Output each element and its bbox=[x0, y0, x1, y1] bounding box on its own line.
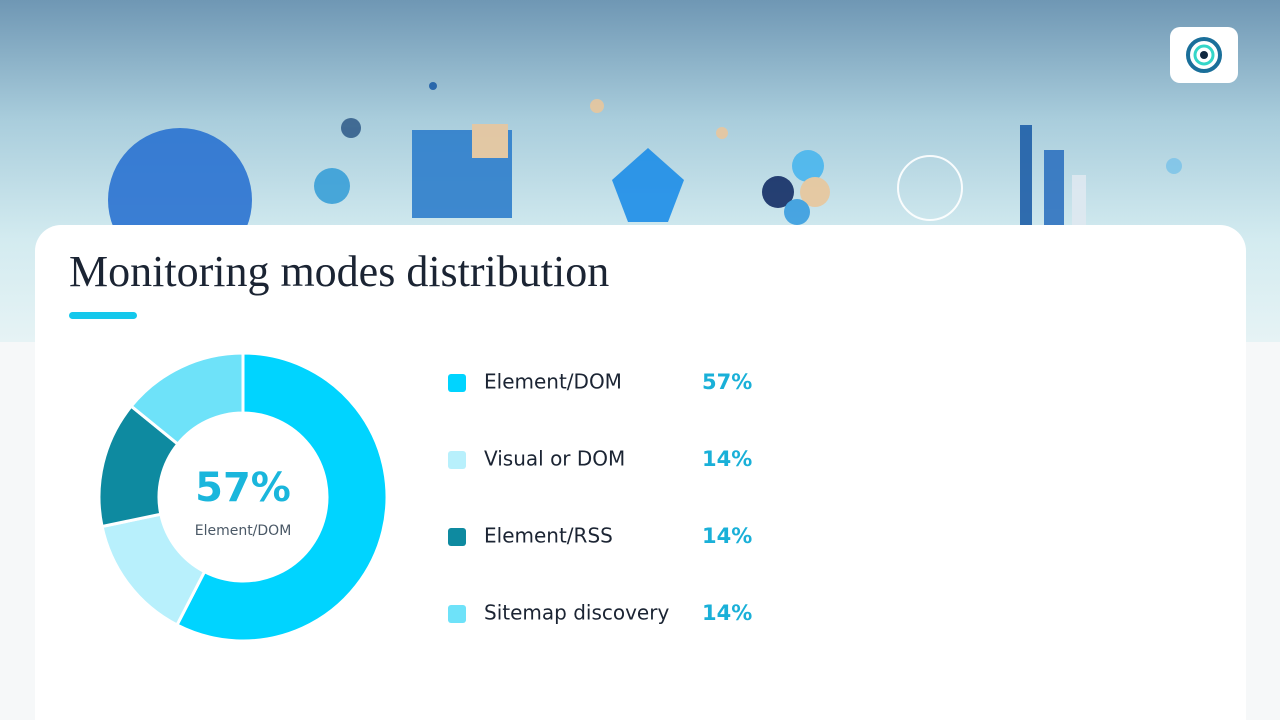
legend-label: Element/RSS bbox=[484, 524, 613, 548]
legend-swatch bbox=[448, 528, 466, 546]
legend-value: 14% bbox=[702, 447, 752, 471]
legend-label: Visual or DOM bbox=[484, 447, 625, 471]
donut-segment bbox=[129, 351, 245, 447]
chart-title: Monitoring modes distribution bbox=[69, 247, 610, 296]
legend-label: Sitemap discovery bbox=[484, 601, 669, 625]
legend-value: 14% bbox=[702, 524, 752, 548]
legend-value: 14% bbox=[702, 601, 752, 625]
donut-segment bbox=[174, 351, 389, 643]
legend-swatch bbox=[448, 605, 466, 623]
legend-value: 57% bbox=[702, 370, 752, 394]
legend-swatch bbox=[448, 374, 466, 392]
logo[interactable] bbox=[1170, 27, 1238, 83]
center-label: Element/DOM bbox=[195, 523, 292, 539]
logo-icon bbox=[1186, 37, 1222, 73]
legend-swatch bbox=[448, 451, 466, 469]
center-value: 57% bbox=[195, 465, 291, 511]
title-underline bbox=[69, 312, 137, 319]
legend-label: Element/DOM bbox=[484, 370, 622, 394]
